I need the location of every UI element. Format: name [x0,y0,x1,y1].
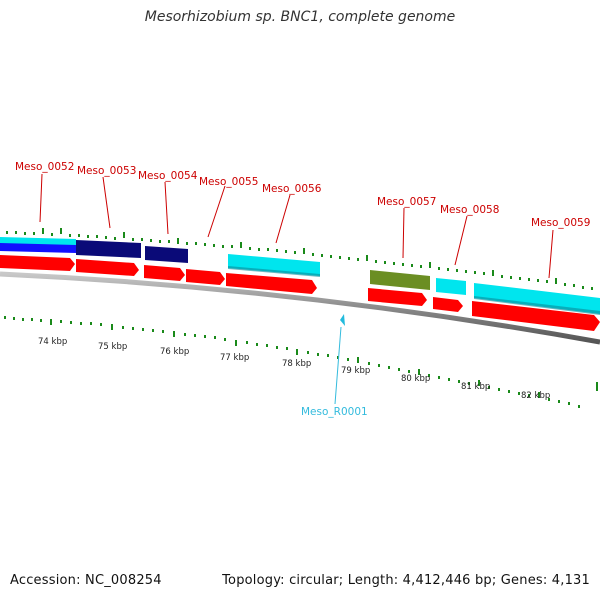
cds-cyan-left-stripe [0,237,76,245]
gene-label-meso-0054: Meso_0054 [138,170,198,182]
cds-meso-0058 [436,278,466,295]
scale-label-81: 81 kbp [461,382,490,392]
scale-label-80: 80 kbp [401,374,430,384]
gene-label-meso-0052: Meso_0052 [15,161,74,173]
gene-label-meso-0053: Meso_0053 [77,165,136,177]
gene-leader-lines [39,173,554,279]
scale-label-78: 78 kbp [282,359,311,369]
cds-meso-0059 [474,283,600,314]
genome-summary-text: Topology: circular; Length: 4,412,446 bp… [222,573,590,588]
lower-tick-row [4,316,598,408]
cds-reverse-4 [186,269,225,285]
forward-strand-features [0,237,600,315]
gene-labels: Meso_0052 Meso_0053 Meso_0054 Meso_0055 … [15,161,590,229]
scale-labels: 74 kbp 75 kbp 76 kbp 77 kbp 78 kbp 79 kb… [38,337,550,401]
cds-meso-0057 [370,270,430,290]
gene-label-meso-0059: Meso_0059 [531,217,590,229]
cds-reverse-6 [368,288,427,306]
cds-reverse-7 [433,297,463,312]
cds-meso-0054 [145,246,188,263]
reverse-strand-features [0,255,600,331]
rna-leader-line [334,326,342,405]
scale-label-79: 79 kbp [341,366,370,376]
cds-reverse-8 [472,301,600,331]
gene-label-meso-0056: Meso_0056 [262,183,322,195]
rna-feature-marker [340,314,345,326]
map-title: Mesorhizobium sp. BNC1, complete genome [144,9,456,25]
cds-reverse-1 [0,255,75,271]
cds-meso-0056 [228,254,320,276]
gene-label-meso-0057: Meso_0057 [377,196,436,208]
scale-label-75: 75 kbp [98,342,127,352]
gene-label-meso-0058: Meso_0058 [440,204,499,216]
cds-meso-0053 [76,240,141,258]
scale-label-74: 74 kbp [38,337,67,347]
scale-label-82: 82 kbp [521,391,550,401]
upper-tick-row [6,228,593,290]
genome-backbone [0,271,600,345]
cds-reverse-3 [144,265,185,281]
scale-label-76: 76 kbp [160,347,189,357]
accession-text: Accession: NC_008254 [10,573,162,588]
cds-reverse-5 [226,273,317,294]
cds-reverse-2 [76,259,139,276]
gene-label-meso-0055: Meso_0055 [199,176,258,188]
scale-label-77: 77 kbp [220,353,249,363]
rna-label-meso-r0001: Meso_R0001 [301,406,368,418]
